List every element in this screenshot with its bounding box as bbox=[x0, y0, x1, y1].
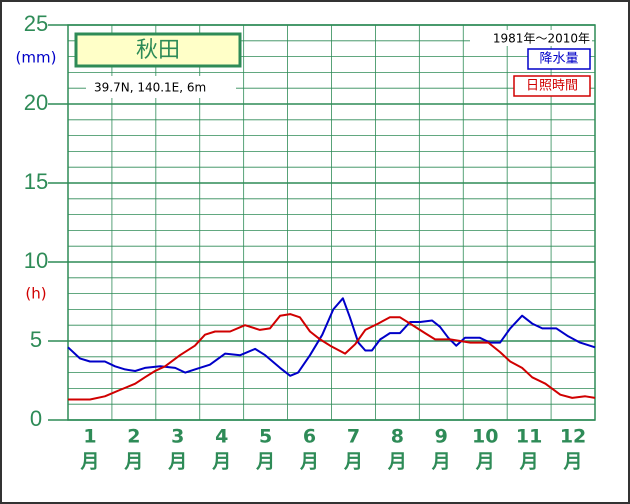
y-unit-right: (h) bbox=[25, 285, 46, 303]
plot-border bbox=[67, 24, 596, 421]
y-tick-label: 5 bbox=[30, 327, 42, 352]
legend-label: 日照時間 bbox=[526, 79, 578, 94]
x-tick-label: 6 bbox=[303, 426, 316, 448]
y-tick-label: 10 bbox=[24, 248, 48, 273]
x-tick-label: 10 bbox=[472, 426, 498, 448]
x-tick-label: 12 bbox=[560, 426, 586, 448]
x-tick-unit: 月 bbox=[79, 451, 99, 473]
y-tick-label: 25 bbox=[24, 11, 48, 36]
x-tick-unit: 月 bbox=[519, 451, 539, 473]
title-box bbox=[74, 32, 242, 68]
subtitle: 39.7N, 140.1E, 6m bbox=[94, 81, 206, 95]
annotation-bg bbox=[470, 30, 592, 46]
series-line bbox=[67, 297, 596, 377]
annotation: 1981年〜2010年 bbox=[493, 32, 590, 46]
x-tick-label: 2 bbox=[127, 426, 140, 448]
x-tick-unit: 月 bbox=[563, 451, 583, 473]
x-tick-unit: 月 bbox=[387, 451, 407, 473]
y-tick-label: 0 bbox=[30, 406, 42, 431]
y-tick-label: 20 bbox=[24, 90, 48, 115]
x-tick-unit: 月 bbox=[343, 451, 363, 473]
x-tick-label: 3 bbox=[171, 426, 184, 448]
x-tick-label: 5 bbox=[259, 426, 272, 448]
x-tick-unit: 月 bbox=[299, 451, 319, 473]
x-tick-unit: 月 bbox=[431, 451, 451, 473]
x-tick-label: 9 bbox=[435, 426, 448, 448]
y-unit-left: (mm) bbox=[16, 49, 57, 67]
legend-label: 降水量 bbox=[539, 52, 578, 67]
x-tick-label: 7 bbox=[347, 426, 360, 448]
subtitle-bg bbox=[86, 76, 236, 98]
x-tick-label: 11 bbox=[516, 426, 542, 448]
x-tick-label: 1 bbox=[83, 426, 96, 448]
x-tick-label: 4 bbox=[215, 426, 228, 448]
x-tick-unit: 月 bbox=[211, 451, 231, 473]
series-line bbox=[68, 313, 596, 401]
chart-title: 秋田 bbox=[136, 38, 180, 63]
legend-box bbox=[527, 48, 591, 70]
x-tick-label: 8 bbox=[391, 426, 404, 448]
legend-box bbox=[513, 75, 591, 97]
x-tick-unit: 月 bbox=[255, 451, 275, 473]
y-tick-label: 15 bbox=[24, 169, 48, 194]
x-tick-unit: 月 bbox=[167, 451, 187, 473]
x-tick-unit: 月 bbox=[123, 451, 143, 473]
x-tick-unit: 月 bbox=[475, 451, 495, 473]
